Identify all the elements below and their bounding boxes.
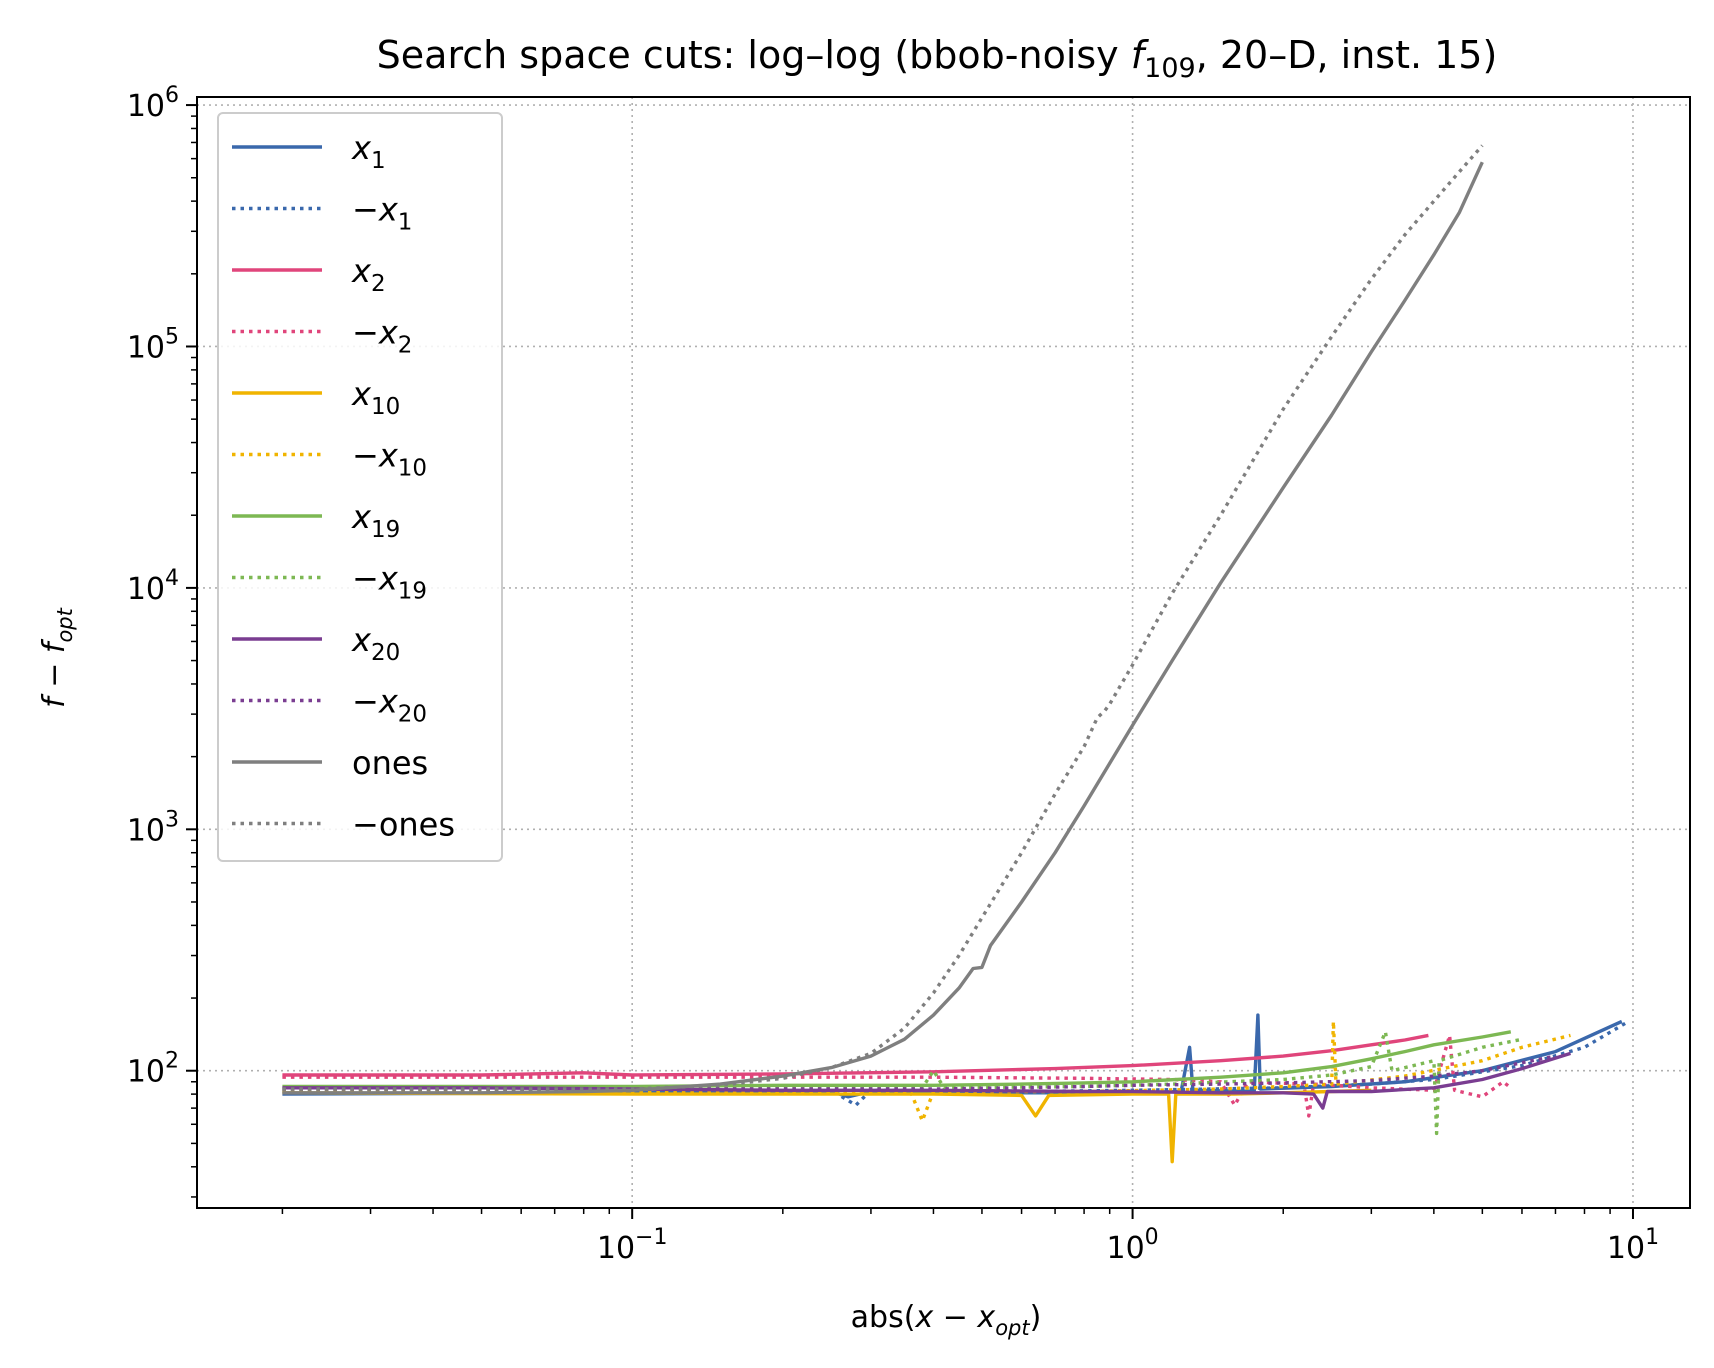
series-line-6 (282, 1030, 1512, 1089)
legend-entry: ones (352, 744, 428, 782)
x-axis-label: abs(x − xopt) (851, 1300, 1042, 1340)
legend-entry: −x10 (352, 437, 427, 482)
x-tick-label: 10−1 (597, 1225, 668, 1266)
y-tick-label: 103 (127, 807, 179, 848)
y-tick-label: 104 (127, 566, 179, 607)
series-line-neg-3 (282, 1033, 1512, 1118)
legend-entry: x20 (351, 621, 400, 666)
series-line-2 (282, 1033, 1429, 1077)
x-tick-label: 100 (1106, 1225, 1158, 1266)
series-group (282, 144, 1630, 1164)
series-line-neg-9 (282, 1054, 1556, 1091)
y-tick-label: 106 (127, 83, 179, 124)
legend-entry: −x1 (352, 191, 412, 236)
legend-entry: −ones (352, 806, 455, 844)
legend-entry: x19 (351, 498, 400, 543)
legend-entry: −x19 (352, 560, 427, 605)
legend: x1 −x1 x2 −x2 x10 −x10 x19 −x19 x20 −x20 ones −ones (217, 112, 503, 862)
x-tick-label: 101 (1607, 1225, 1659, 1266)
legend-entry: x1 (351, 129, 386, 174)
series-line-neg-11 (282, 144, 1484, 1091)
y-axis-label: f − fopt (37, 607, 77, 708)
legend-entry: x2 (351, 252, 386, 297)
legend-entry: x10 (351, 375, 400, 420)
legend-entry: −x2 (352, 314, 412, 359)
plot-frame (196, 96, 1691, 1209)
y-tick-label: 102 (127, 1049, 179, 1090)
legend-entry: −x20 (352, 683, 427, 728)
grid (197, 97, 1690, 1208)
chart-title: Search space cuts: log–log (bbob-noisy f… (377, 33, 1498, 84)
legend-box (217, 112, 503, 862)
series-line-8 (282, 1051, 1572, 1110)
ticks: 10−1 100 101 102 103 104 105 106 (127, 83, 1659, 1266)
y-tick-label: 105 (127, 324, 179, 365)
